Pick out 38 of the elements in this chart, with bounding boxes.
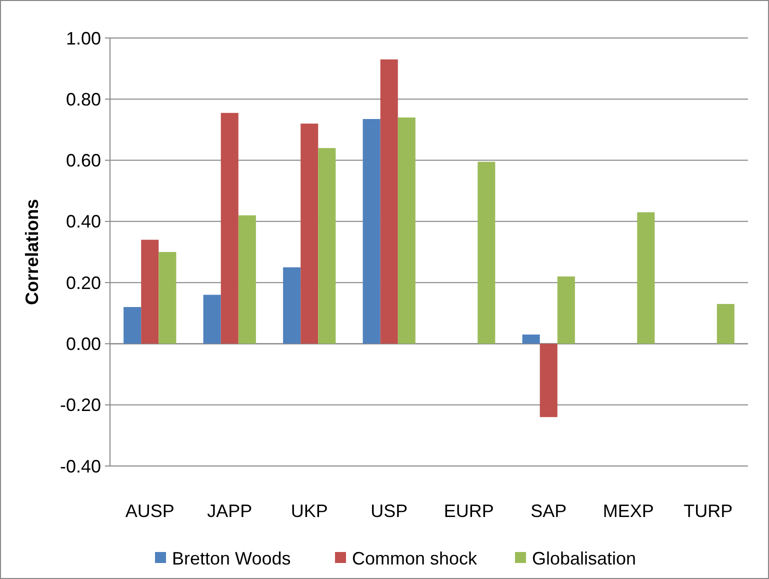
x-tick-label: JAPP	[207, 501, 252, 521]
x-tick-label: SAP	[530, 501, 567, 521]
x-tick-label: UKP	[290, 501, 328, 521]
y-tick-label: 1.00	[66, 28, 101, 48]
legend-label: Bretton Woods	[172, 548, 291, 568]
x-tick-label: MEXP	[602, 501, 654, 521]
bar	[478, 162, 496, 344]
x-tick-label: USP	[370, 501, 408, 521]
bar	[318, 148, 336, 344]
y-axis-title: Correlations	[22, 198, 42, 306]
bar	[522, 334, 540, 344]
x-tick-label: TURP	[684, 501, 733, 521]
bar	[637, 212, 655, 344]
bar	[124, 307, 142, 344]
bar	[283, 267, 301, 344]
bar	[716, 304, 734, 344]
bar	[362, 119, 380, 344]
bar	[220, 112, 238, 344]
bar	[203, 294, 221, 344]
y-tick-label: 0.80	[66, 89, 101, 110]
x-tick-label: EURP	[444, 501, 494, 521]
bar	[141, 240, 159, 344]
bar	[300, 124, 318, 344]
legend-label: Globalisation	[532, 548, 636, 568]
x-tick-label: AUSP	[125, 501, 174, 521]
legend-label: Common shock	[352, 548, 478, 568]
bar	[238, 215, 256, 344]
y-tick-label: 0.40	[66, 212, 101, 232]
y-tick-label: -0.40	[60, 456, 101, 476]
bar	[540, 344, 558, 418]
y-tick-label: 0.00	[66, 334, 101, 354]
y-tick-label: 0.60	[66, 150, 101, 171]
bar	[380, 59, 398, 344]
y-tick-label: 0.20	[66, 272, 101, 293]
bar	[557, 276, 575, 344]
bar	[398, 117, 416, 344]
y-tick-label: -0.20	[60, 395, 101, 416]
bar	[158, 252, 176, 344]
